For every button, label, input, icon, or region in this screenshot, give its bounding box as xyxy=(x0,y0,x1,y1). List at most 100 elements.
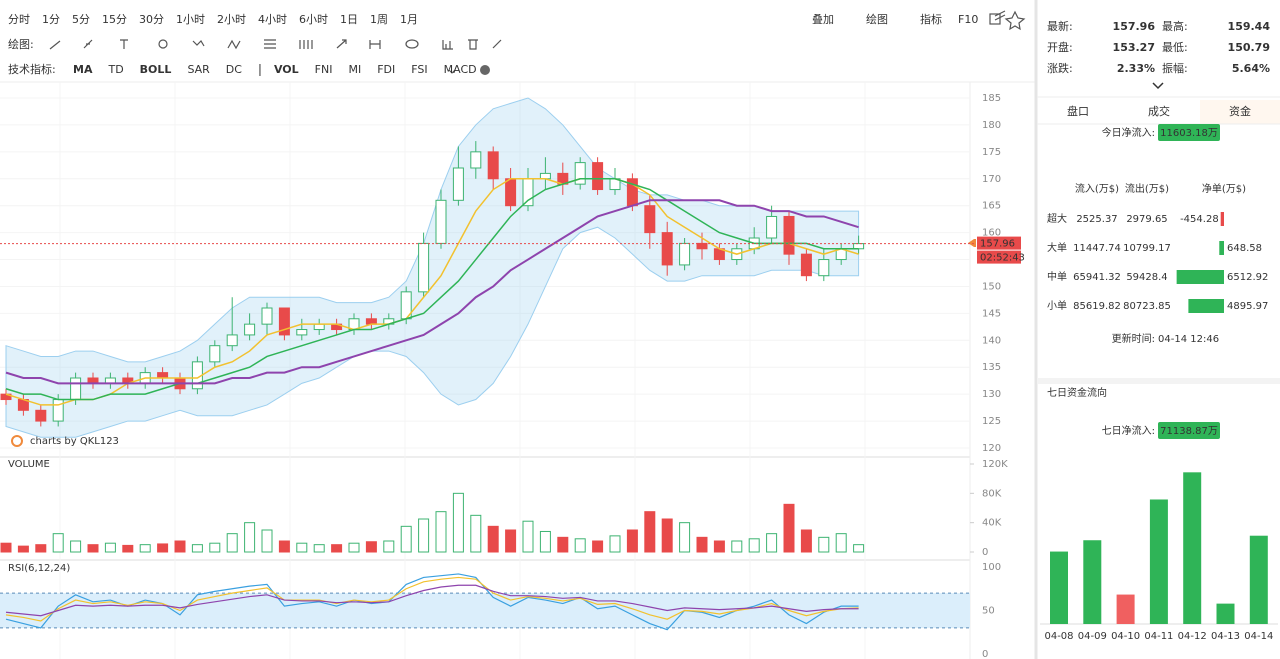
toolbar-action[interactable]: 指标 xyxy=(920,12,942,26)
flow-value: 11603.18万 xyxy=(1160,128,1218,139)
y-tick-label: 140 xyxy=(982,335,1001,346)
volume-bar xyxy=(139,544,151,553)
indicator-tab[interactable]: FNI xyxy=(315,63,333,76)
quote-value: 150.79 xyxy=(1228,41,1270,54)
candle-body xyxy=(505,178,517,207)
indicator-tab[interactable]: MA xyxy=(73,63,93,76)
y-tick-label: 150 xyxy=(982,281,1001,292)
indicator-tab[interactable]: BOLL xyxy=(140,63,172,76)
toolbar-action[interactable]: F10 xyxy=(958,13,978,26)
dropdown-icon[interactable] xyxy=(448,69,456,74)
indicator-tab[interactable]: FDI xyxy=(377,63,395,76)
tab[interactable]: 成交 xyxy=(1148,104,1170,118)
candle-body xyxy=(418,242,430,293)
volume-bar xyxy=(766,533,778,553)
volume-bar xyxy=(853,544,865,553)
volume-bar xyxy=(400,525,412,553)
flow-bar xyxy=(1183,472,1202,624)
y-tick-label: 50 xyxy=(982,606,995,617)
volume-bar xyxy=(348,542,360,553)
volume-bar xyxy=(104,542,116,553)
candle-body xyxy=(818,259,830,277)
volume-bar xyxy=(226,533,238,553)
volume-bar xyxy=(487,525,499,553)
net-bar xyxy=(1176,270,1224,284)
x-tick-label: 04-13 xyxy=(1211,631,1240,642)
candle-body xyxy=(470,151,482,169)
volume-bar xyxy=(522,520,534,553)
total-badge xyxy=(1158,422,1220,439)
rsi-line xyxy=(5,573,859,631)
y-tick-label: 0 xyxy=(982,547,988,558)
period-tab[interactable]: 30分 xyxy=(139,13,164,26)
period-tab[interactable]: 6小时 xyxy=(299,13,328,26)
y-tick-label: 145 xyxy=(982,308,1001,319)
candle-body xyxy=(52,399,64,422)
period-tab[interactable]: 1周 xyxy=(370,13,388,26)
table-header: 流出(万$) xyxy=(1125,182,1169,195)
draw-tools xyxy=(49,10,1026,75)
volume-bar xyxy=(661,518,673,553)
period-tab[interactable]: 2小时 xyxy=(217,13,246,26)
period-tab[interactable]: 1日 xyxy=(340,13,358,26)
volume-bar xyxy=(383,540,395,553)
outflow: 80723.85 xyxy=(1123,301,1171,312)
candle-body xyxy=(696,242,708,250)
volume-bar xyxy=(261,529,273,553)
flow-bar xyxy=(1050,551,1068,624)
indicator-tab[interactable]: FSI xyxy=(411,63,427,76)
quote-value: 157.96 xyxy=(1113,20,1156,33)
expand-icon[interactable] xyxy=(1152,82,1164,90)
volume-bar xyxy=(609,535,621,553)
period-tab[interactable]: 1分 xyxy=(42,13,60,26)
countdown-label: 02:52:43 xyxy=(980,253,1025,264)
volume-bar xyxy=(679,522,691,553)
section-title: 七日资金流向 xyxy=(1047,386,1107,399)
candle-body xyxy=(574,162,586,185)
period-tab[interactable]: 5分 xyxy=(72,13,90,26)
indicator-tab[interactable]: TD xyxy=(107,63,123,76)
moving-average xyxy=(5,178,859,401)
logo xyxy=(11,435,23,447)
quote-label: 最高: xyxy=(1162,19,1188,33)
toolbar-action[interactable]: 绘图 xyxy=(866,12,888,26)
y-tick-label: 180 xyxy=(982,120,1001,131)
period-tab[interactable]: 15分 xyxy=(102,13,127,26)
volume-bar xyxy=(470,514,482,553)
indicator-tab[interactable]: MI xyxy=(348,63,361,76)
indicator-tab[interactable]: SAR xyxy=(187,63,210,76)
period-tab[interactable]: 分时 xyxy=(8,13,30,26)
candle-body xyxy=(783,215,795,255)
volume-bar xyxy=(452,492,464,553)
row-label: 超大 xyxy=(1047,212,1067,225)
indicator-tab[interactable]: MACD xyxy=(444,63,477,76)
volume-bar xyxy=(696,536,708,553)
y-tick-label: 120 xyxy=(982,443,1001,454)
flow-bar xyxy=(1149,499,1168,624)
indicator-tab[interactable]: DC xyxy=(226,63,242,76)
net-bar xyxy=(1219,241,1224,255)
tab[interactable]: 盘口 xyxy=(1067,104,1089,118)
rsi-line xyxy=(5,584,859,617)
candle-body xyxy=(853,243,865,250)
volume-bar xyxy=(244,522,256,553)
tab[interactable]: 资金 xyxy=(1229,104,1251,118)
countdown-tag xyxy=(977,250,1021,264)
candle-body xyxy=(157,372,169,379)
y-tick-label: 160 xyxy=(982,228,1001,239)
toolbar-action[interactable]: 叠加 xyxy=(812,13,834,26)
period-tab[interactable]: 1小时 xyxy=(176,13,205,26)
candle-body xyxy=(679,242,691,266)
outflow: 59428.4 xyxy=(1126,272,1167,283)
period-tab[interactable]: 1月 xyxy=(400,13,418,26)
x-tick-label: 04-14 xyxy=(1244,631,1273,642)
inflow: 11447.74 xyxy=(1073,243,1121,254)
indicator-tab[interactable]: VOL xyxy=(274,63,299,76)
candle-body xyxy=(522,178,534,207)
period-tab[interactable]: 4小时 xyxy=(258,13,287,26)
y-tick-label: 165 xyxy=(982,201,1001,212)
volume-bar xyxy=(70,540,82,553)
price-tag-label: 157.96 xyxy=(980,239,1015,250)
